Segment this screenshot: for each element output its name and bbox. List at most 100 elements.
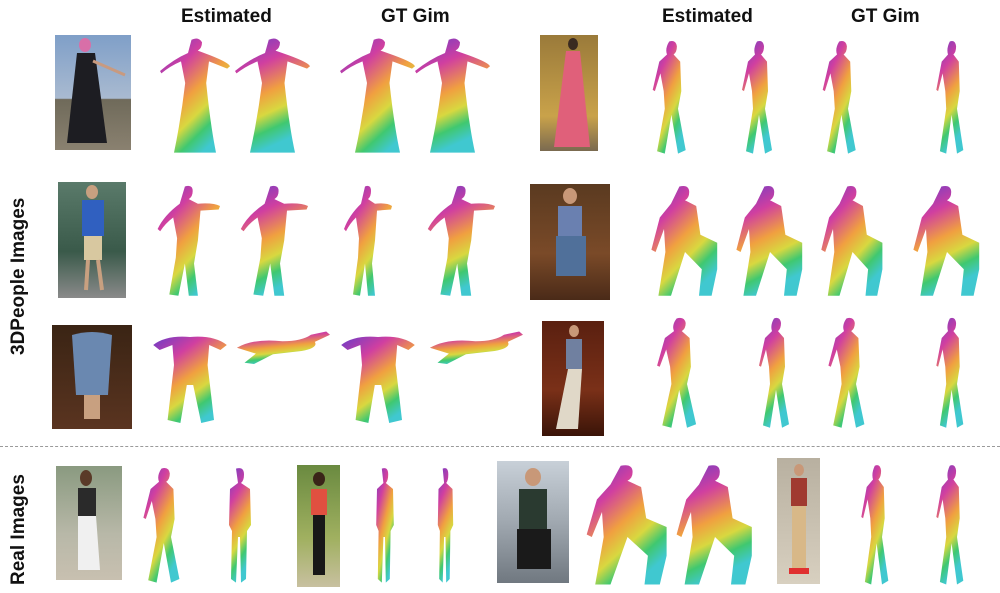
- mesh-figure-svg: [341, 336, 415, 423]
- mesh-body: [822, 40, 856, 154]
- mesh-figure-svg: [657, 317, 697, 428]
- mesh-figure-svg: [759, 317, 789, 428]
- mesh-figure-svg: [240, 185, 308, 296]
- mesh-figure-svg: [742, 40, 772, 154]
- input-photo: [297, 465, 340, 587]
- mesh-body: [235, 38, 310, 153]
- mesh-figure: [650, 183, 720, 298]
- mesh-body: [437, 468, 454, 583]
- mesh-figure-svg: [415, 38, 490, 153]
- mesh-figure: [648, 315, 713, 430]
- mesh-figure: [735, 183, 805, 298]
- mesh-figure-svg: [340, 38, 415, 153]
- mesh-figure-svg: [936, 465, 964, 585]
- input-photo: [777, 458, 820, 584]
- mesh-figure: [135, 465, 195, 585]
- mesh-figure: [820, 315, 880, 430]
- mesh-figure-svg: [676, 465, 752, 585]
- mesh-body: [376, 468, 394, 583]
- mesh-body: [153, 336, 227, 423]
- mesh-figure-svg: [828, 317, 865, 428]
- mesh-body: [160, 38, 230, 153]
- mesh-figure-svg: [376, 468, 394, 583]
- mesh-figure-svg: [736, 185, 803, 296]
- mesh-body: [240, 185, 308, 296]
- input-photo: [55, 35, 131, 150]
- mesh-figure: [150, 325, 230, 425]
- mesh-figure-svg: [429, 331, 523, 364]
- mesh-figure: [585, 462, 670, 587]
- mesh-body: [742, 40, 772, 154]
- mesh-body: [657, 317, 697, 428]
- mesh-body: [821, 185, 883, 296]
- mesh-figure: [428, 325, 523, 390]
- mesh-figure-svg: [344, 185, 392, 296]
- mesh-figure: [930, 315, 975, 430]
- mesh-body: [759, 317, 789, 428]
- row-label-3dpeople: 3DPeople Images: [8, 197, 29, 355]
- section-divider: [0, 446, 1000, 447]
- header-right-gt: GT Gim: [851, 6, 920, 27]
- mesh-figure: [675, 462, 755, 587]
- mesh-body: [427, 185, 495, 296]
- input-photo: [540, 35, 598, 151]
- input-photo: [530, 184, 610, 300]
- mesh-figure-svg: [235, 38, 310, 153]
- mesh-figure-svg: [861, 465, 889, 585]
- input-photo: [52, 325, 132, 429]
- mesh-figure: [365, 465, 405, 585]
- mesh-figure: [342, 183, 392, 298]
- mesh-body: [861, 465, 889, 585]
- mesh-figure-svg: [586, 465, 667, 585]
- mesh-body: [676, 465, 752, 585]
- mesh-figure: [930, 462, 975, 587]
- mesh-body: [429, 331, 523, 364]
- input-photo: [497, 461, 569, 583]
- mesh-figure: [338, 325, 418, 425]
- header-left-gt: GT Gim: [381, 6, 450, 27]
- mesh-body: [586, 465, 667, 585]
- mesh-figure-svg: [427, 185, 495, 296]
- mesh-figure-svg: [821, 185, 883, 296]
- mesh-figure-svg: [437, 468, 454, 583]
- mesh-body: [143, 468, 180, 583]
- mesh-body: [936, 465, 964, 585]
- input-photo: [542, 321, 604, 436]
- mesh-body: [936, 40, 964, 154]
- mesh-figure: [735, 38, 785, 156]
- mesh-body: [229, 468, 251, 583]
- header-right-estimated: Estimated: [662, 6, 753, 27]
- input-photo: [58, 182, 126, 298]
- mesh-figure: [238, 183, 308, 298]
- mesh-figure: [160, 35, 230, 155]
- mesh-figure: [235, 325, 330, 390]
- mesh-figure-svg: [651, 185, 718, 296]
- mesh-body: [344, 185, 392, 296]
- mesh-figure: [912, 183, 982, 298]
- mesh-figure: [855, 462, 900, 587]
- mesh-body: [236, 331, 330, 364]
- mesh-figure: [428, 465, 463, 585]
- mesh-figure: [752, 315, 802, 430]
- mesh-figure: [425, 183, 495, 298]
- mesh-figure-svg: [236, 331, 330, 364]
- mesh-figure-svg: [153, 336, 227, 423]
- mesh-body: [828, 317, 865, 428]
- mesh-figure-svg: [936, 317, 964, 428]
- mesh-body: [913, 185, 980, 296]
- mesh-figure: [215, 465, 265, 585]
- mesh-figure: [815, 38, 870, 156]
- mesh-body: [340, 38, 415, 153]
- mesh-figure-svg: [652, 40, 686, 154]
- mesh-figure-svg: [143, 468, 180, 583]
- mesh-body: [157, 185, 220, 296]
- mesh-figure-svg: [936, 40, 964, 154]
- mesh-figure: [155, 183, 220, 298]
- input-photo: [56, 466, 122, 580]
- header-left-estimated: Estimated: [181, 6, 272, 27]
- mesh-figure-svg: [157, 185, 220, 296]
- mesh-body: [736, 185, 803, 296]
- mesh-figure: [930, 38, 975, 156]
- mesh-figure-svg: [822, 40, 856, 154]
- mesh-body: [936, 317, 964, 428]
